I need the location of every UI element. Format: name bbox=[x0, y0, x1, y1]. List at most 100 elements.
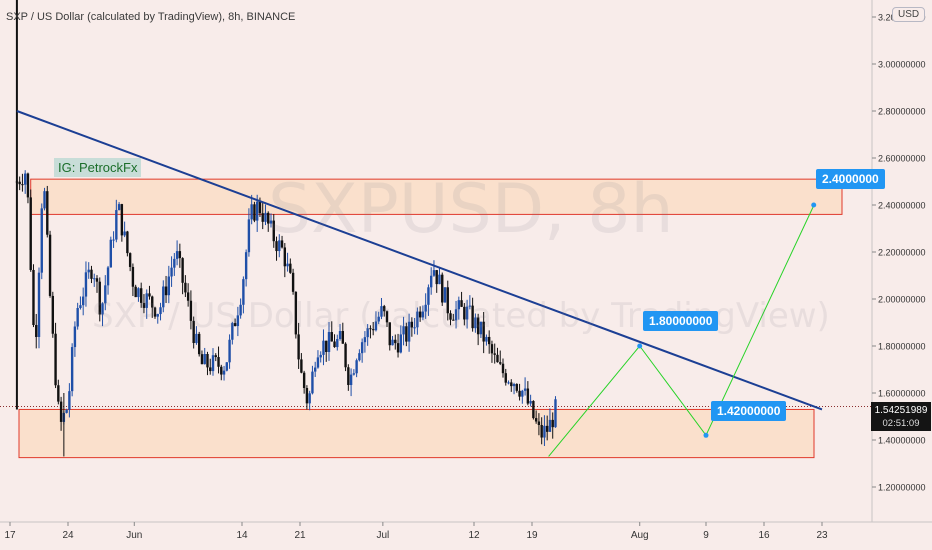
candle-body bbox=[151, 296, 154, 308]
candle-body bbox=[269, 220, 273, 224]
candle-body bbox=[255, 201, 259, 221]
candle-body bbox=[145, 293, 148, 308]
candle-body bbox=[37, 272, 41, 337]
candle-body bbox=[380, 306, 383, 317]
target-callout-low: 1.42000000 bbox=[711, 401, 787, 421]
candle-body bbox=[507, 382, 510, 384]
candle-body bbox=[501, 363, 505, 374]
candle-body bbox=[217, 357, 220, 367]
candle-body bbox=[239, 304, 242, 316]
price-tick-label: 1.60000000 bbox=[878, 389, 926, 399]
candle-body bbox=[211, 355, 215, 372]
candle-body bbox=[518, 390, 521, 397]
candle-body bbox=[21, 184, 24, 186]
candle-body bbox=[148, 293, 151, 297]
price-tick-label: 1.40000000 bbox=[878, 436, 926, 446]
candle-body bbox=[54, 333, 57, 386]
candle-body bbox=[29, 197, 32, 270]
candle-body bbox=[294, 291, 298, 335]
candle-body bbox=[493, 353, 496, 355]
candle-body bbox=[289, 263, 292, 273]
candle-body bbox=[209, 367, 212, 372]
candle-body bbox=[267, 212, 270, 224]
candle-body bbox=[95, 278, 99, 282]
candle-body bbox=[225, 362, 229, 371]
candle-body bbox=[363, 337, 367, 343]
price-tick-label: 1.20000000 bbox=[878, 483, 926, 493]
candle-body bbox=[192, 320, 195, 344]
candle-body bbox=[68, 391, 71, 410]
candle-body bbox=[479, 321, 483, 335]
candle-body bbox=[162, 286, 165, 308]
candle-body bbox=[93, 278, 96, 280]
candle-body bbox=[115, 210, 118, 240]
candle-body bbox=[76, 307, 79, 327]
candle-body bbox=[244, 252, 248, 280]
candle-body bbox=[496, 354, 499, 363]
candle-body bbox=[529, 400, 532, 404]
candle-body bbox=[35, 324, 38, 337]
time-axis: 17 24 Jun 14 21 Jul 12 19 Aug 9 16 23 bbox=[4, 522, 828, 541]
candle-body bbox=[253, 204, 256, 221]
price-tick-label: 1.80000000 bbox=[878, 342, 926, 352]
candle-body bbox=[258, 201, 262, 214]
target-callout-top: 2.4000000 bbox=[816, 169, 885, 189]
candle-body bbox=[197, 333, 201, 355]
candle-body bbox=[523, 388, 527, 391]
time-tick-label: 17 bbox=[4, 530, 16, 541]
time-tick-label: 23 bbox=[816, 530, 828, 541]
candle-body bbox=[369, 328, 372, 330]
candle-body bbox=[286, 263, 289, 267]
candle-body bbox=[250, 204, 253, 220]
candle-body bbox=[170, 267, 173, 277]
candle-body bbox=[405, 326, 408, 342]
candle-body bbox=[305, 388, 309, 404]
candle-body bbox=[153, 307, 157, 317]
candle-body bbox=[228, 339, 231, 363]
candle-body bbox=[476, 317, 480, 335]
currency-button[interactable]: USD bbox=[892, 7, 926, 22]
candle-body bbox=[137, 288, 140, 298]
candle-body bbox=[540, 424, 543, 438]
candle-body bbox=[278, 240, 281, 252]
candle-body bbox=[512, 384, 516, 387]
candle-body bbox=[264, 212, 267, 222]
candle-body bbox=[435, 270, 438, 285]
candle-body bbox=[341, 331, 345, 344]
time-tick-label: Jun bbox=[126, 530, 142, 541]
candle-body bbox=[532, 400, 535, 419]
candle-body bbox=[59, 401, 63, 422]
candle-body bbox=[65, 409, 68, 413]
candle-body bbox=[280, 240, 284, 248]
candle-body bbox=[322, 340, 325, 355]
candle-body bbox=[468, 305, 472, 307]
candle-body bbox=[40, 208, 43, 273]
candle-body bbox=[184, 282, 187, 293]
candle-body bbox=[46, 191, 49, 235]
candle-body bbox=[275, 241, 278, 252]
candle-body bbox=[242, 279, 245, 305]
candle-body bbox=[515, 384, 519, 391]
candle-body bbox=[360, 342, 364, 354]
candle-body bbox=[454, 309, 458, 321]
time-tick-label: 16 bbox=[758, 530, 770, 541]
candle-body bbox=[189, 300, 193, 321]
target-marker-low bbox=[703, 432, 709, 438]
candle-body bbox=[311, 371, 314, 394]
candle-body bbox=[383, 306, 386, 312]
candle-body bbox=[142, 302, 146, 308]
candle-body bbox=[126, 231, 129, 254]
candle-body bbox=[402, 326, 405, 335]
candle-body bbox=[302, 372, 306, 389]
candle-body bbox=[344, 343, 347, 368]
candle-body bbox=[272, 220, 275, 242]
chart-title: SXP / US Dollar (calculated by TradingVi… bbox=[6, 11, 296, 23]
candle-body bbox=[429, 275, 433, 288]
candle-body bbox=[214, 355, 217, 358]
candle-body bbox=[283, 247, 287, 267]
price-axis: 1.20000000 1.40000000 1.60000000 1.80000000… bbox=[872, 13, 926, 493]
candle-body bbox=[504, 373, 507, 383]
candle-body bbox=[374, 321, 378, 331]
candle-body bbox=[487, 336, 491, 345]
